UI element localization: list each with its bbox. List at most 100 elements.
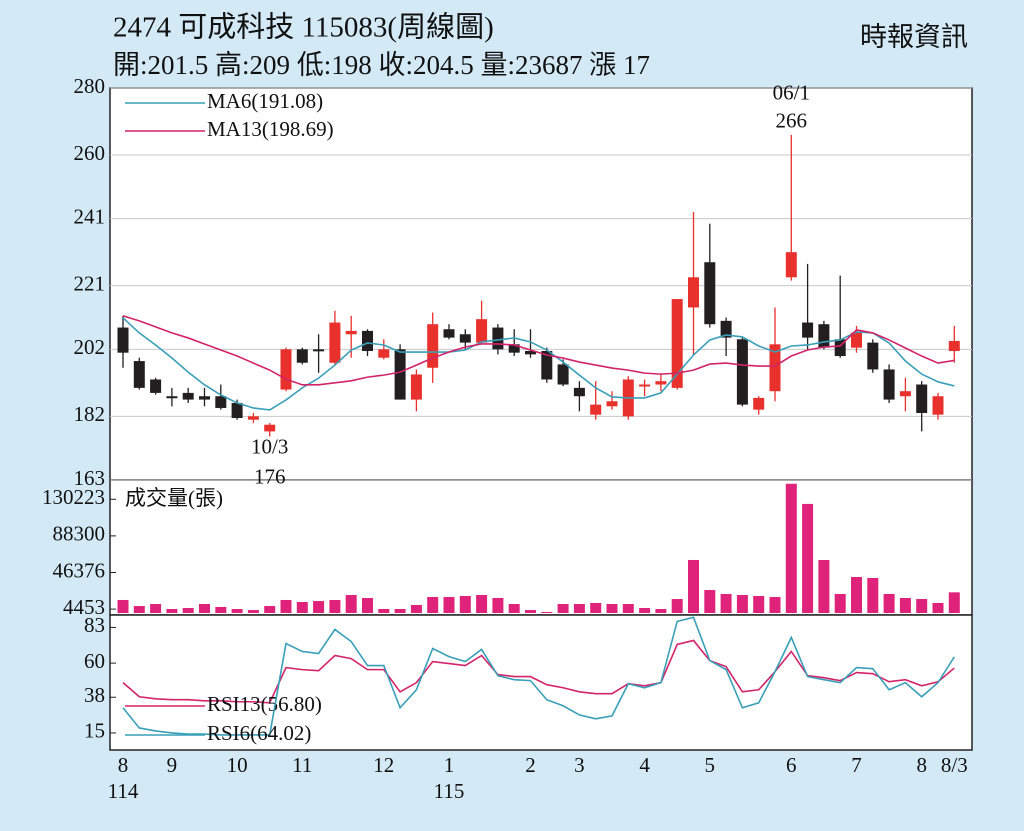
x-tick-label: 6	[786, 753, 797, 777]
bar	[215, 606, 227, 613]
chart-title: 2474 可成科技 115083(周線圖)	[113, 11, 494, 44]
y-tick-label: 130223	[42, 485, 105, 509]
bar	[606, 604, 618, 613]
candle-body	[231, 402, 243, 419]
candle-body	[590, 404, 602, 415]
y-tick-label: 4453	[63, 595, 105, 619]
y-tick-label: 202	[74, 335, 106, 359]
bar	[427, 597, 439, 613]
bar	[671, 599, 683, 613]
annotation-value: 266	[776, 109, 808, 133]
candle-body	[834, 339, 846, 357]
x-tick-label: 7	[851, 753, 862, 777]
candle-body	[427, 324, 439, 368]
candle-body	[802, 322, 814, 338]
x-tick-label: 10	[227, 753, 248, 777]
candle-body	[899, 391, 911, 397]
y-tick-label: 38	[84, 683, 105, 707]
candle-body	[199, 396, 210, 400]
x-tick-label: 2	[525, 753, 536, 777]
bar	[573, 604, 585, 613]
y-tick-label: 241	[74, 204, 106, 228]
bar	[459, 595, 471, 613]
candle-body	[557, 364, 569, 385]
candle-body	[704, 262, 716, 325]
x-tick-label: 9	[167, 753, 178, 777]
x-tick-label: 8	[118, 753, 129, 777]
candle-body	[215, 396, 227, 408]
candle-body	[508, 344, 520, 353]
y-tick-label: 221	[74, 271, 106, 295]
bar	[525, 610, 536, 613]
candle-body	[362, 330, 373, 352]
bar	[851, 577, 862, 613]
bar	[492, 597, 504, 613]
candle-body	[916, 384, 928, 413]
line	[122, 639, 955, 704]
candle-body	[541, 351, 553, 380]
bar	[362, 597, 373, 613]
annotation-value: 176	[254, 464, 286, 488]
candle-body	[459, 334, 471, 343]
y-tick-label: 83	[84, 613, 105, 637]
bar	[329, 599, 341, 613]
candle-body	[688, 277, 699, 308]
x-tick-label: 8	[916, 753, 927, 777]
bar	[818, 559, 830, 613]
candle-body	[443, 329, 455, 338]
bar	[688, 559, 699, 613]
candle-body	[769, 344, 781, 392]
candle-body	[378, 349, 390, 358]
candle-body	[410, 374, 422, 400]
bar	[802, 503, 814, 613]
x-tick-label: 1	[444, 753, 455, 777]
year-label: 115	[434, 779, 465, 803]
bar	[883, 593, 895, 613]
bar	[476, 595, 488, 613]
candle-body	[247, 416, 259, 420]
price-panel	[109, 87, 973, 481]
candle-body	[296, 349, 308, 363]
annotation-date: 06/1	[773, 81, 810, 105]
bar	[443, 597, 455, 613]
bar	[117, 599, 129, 613]
bar	[296, 601, 308, 613]
candle-body	[329, 322, 341, 363]
legend-label: 成交量(張)	[125, 486, 223, 510]
x-tick-label: 11	[292, 753, 312, 777]
x-tick-label: 12	[373, 753, 394, 777]
legend-label: RSI6(64.02)	[207, 721, 311, 745]
bar	[541, 611, 553, 613]
candle-body	[883, 369, 895, 400]
bar	[508, 604, 520, 613]
candle-body	[394, 349, 406, 400]
bar	[166, 608, 178, 613]
candle-body	[639, 384, 651, 387]
legend-label: MA13(198.69)	[207, 117, 334, 141]
candle-body	[133, 361, 145, 388]
x-tick-label: 8/3	[941, 753, 968, 777]
candle-body	[492, 327, 504, 350]
bar	[557, 604, 569, 613]
y-tick-label: 60	[84, 649, 105, 673]
candle-body	[720, 320, 732, 338]
bar	[264, 606, 276, 613]
bar	[622, 604, 634, 613]
bar	[916, 599, 928, 613]
candle-body	[818, 324, 830, 348]
candle-body	[345, 330, 357, 335]
bar	[133, 606, 145, 613]
candle-body	[606, 401, 618, 407]
x-tick-label: 3	[574, 753, 585, 777]
x-tick-label: 4	[639, 753, 650, 777]
bar	[231, 608, 243, 613]
legend-label: MA6(191.08)	[207, 89, 323, 113]
bar	[247, 610, 259, 613]
candle-body	[573, 387, 585, 397]
y-tick-label: 163	[74, 466, 106, 490]
bar	[280, 599, 292, 613]
bar	[639, 608, 651, 613]
y-tick-label: 280	[74, 74, 106, 98]
bar	[834, 593, 846, 613]
